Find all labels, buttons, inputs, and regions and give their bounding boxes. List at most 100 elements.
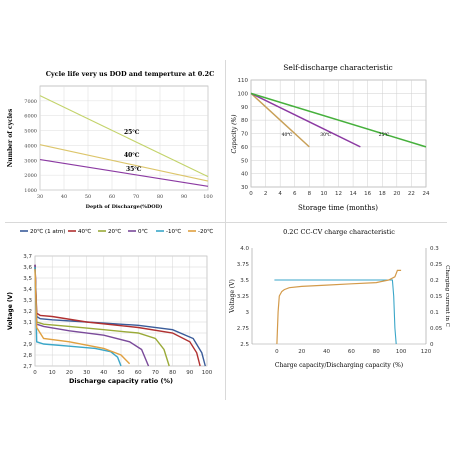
y-tick-label: 3 xyxy=(29,331,33,337)
x-axis-label: Charge capacity/Discharging capacity (%) xyxy=(275,362,403,369)
y-tick-label: 4000 xyxy=(24,143,37,149)
x-tick-label: 60 xyxy=(348,349,355,355)
y-tick-label: 3,1 xyxy=(23,320,32,326)
y-tick-label: 90 xyxy=(241,105,248,111)
y2-tick-label: 0 xyxy=(430,342,434,348)
y-axis-label: Number of cycles xyxy=(7,108,14,167)
y2-tick-label: 0.1 xyxy=(430,310,439,316)
x-tick-label: 8 xyxy=(308,191,312,197)
x-tick-label: 90 xyxy=(181,194,187,200)
plot-frame xyxy=(39,85,209,191)
y-tick-label: 110 xyxy=(238,78,249,84)
y-tick-label: 7000 xyxy=(24,99,37,105)
x-tick-label: 0 xyxy=(275,349,279,355)
series-label-40c: 40℃ xyxy=(282,132,293,138)
x-tick-label: 60 xyxy=(109,194,115,200)
y-tick-label: 3,7 xyxy=(23,254,32,260)
self-discharge-chart: Self-discharge characteristic 0 2 4 6 8 10 12 14… xyxy=(226,0,452,226)
legend-label-1: 40℃ xyxy=(78,228,91,235)
y-tick-label: 2,7 xyxy=(23,364,32,370)
series-line-current xyxy=(274,279,397,345)
legend-label-2: 20℃ xyxy=(108,228,121,235)
x-tick-label: 10 xyxy=(49,370,56,376)
cycle-life-plot: Cycle life very us DOD and temperture at… xyxy=(7,70,214,210)
series-line-2 xyxy=(34,266,170,367)
x-tick-label: 20 xyxy=(66,370,73,376)
y2-tick-label: 0.3 xyxy=(430,246,439,252)
chart-title: Self-discharge characteristic xyxy=(283,63,392,72)
y2-tick-label: 0.25 xyxy=(430,262,443,268)
x-tick-label: 24 xyxy=(423,191,430,197)
x-tick-label: 30 xyxy=(83,370,90,376)
charge-characteristic-plot: 0.2C CC-CV charge characteristic 0 20 40 60 8… xyxy=(229,228,450,369)
y-tick-label: 40 xyxy=(241,172,248,178)
y-tick-label: 4.0 xyxy=(240,246,249,252)
x-tick-label: 2 xyxy=(264,191,268,197)
x-tick-label: 100 xyxy=(203,194,213,200)
legend-label-4: -10℃ xyxy=(166,228,181,235)
y-tick-label: 1000 xyxy=(24,188,37,194)
x-tick-label: 22 xyxy=(408,191,415,197)
x-tick-label: 16 xyxy=(364,191,371,197)
x-tick-label: 70 xyxy=(152,370,159,376)
y-axis-label: Voltage (V) xyxy=(229,279,236,314)
x-tick-label: 40 xyxy=(100,370,107,376)
y-tick-label: 3,6 xyxy=(23,265,32,271)
series-line-2 xyxy=(39,158,209,187)
x-tick-label: 70 xyxy=(133,194,139,200)
x-axis-label: Discharge capacity ratio (%) xyxy=(69,377,173,385)
x-tick-label: 20 xyxy=(393,191,400,197)
y-tick-label: 3,4 xyxy=(23,287,32,293)
y-tick-label: 5000 xyxy=(24,129,37,135)
x-tick-label: 40 xyxy=(323,349,330,355)
y-tick-label: 30 xyxy=(241,185,248,191)
y-tick-label: 6000 xyxy=(24,114,37,120)
x-tick-label: 0 xyxy=(249,191,253,197)
discharge-voltage-chart: 0 10 20 30 40 50 60 70 80 90 100 2,7 2,8 2,9 3 3,1 3,2 3,… xyxy=(0,226,226,452)
x-tick-label: 20 xyxy=(298,349,305,355)
x-tick-label: 50 xyxy=(118,370,125,376)
y-tick-label: 70 xyxy=(241,132,248,138)
y-tick-label: 3,3 xyxy=(23,298,32,304)
x-tick-label: 80 xyxy=(373,349,380,355)
cycle-life-chart: Cycle life very us DOD and temperture at… xyxy=(0,0,226,226)
y2-tick-label: 0.05 xyxy=(430,326,443,332)
charge-characteristic-chart: 0.2C CC-CV charge characteristic 0 20 40 60 8… xyxy=(226,226,452,452)
y2-tick-label: 0.2 xyxy=(430,278,439,284)
y2-tick-label: 0.15 xyxy=(430,294,443,300)
series-line-5 xyxy=(34,269,131,365)
y-tick-label: 2.5 xyxy=(240,342,249,348)
y-tick-label: 3.75 xyxy=(237,262,250,268)
y-tick-label: 3,5 xyxy=(23,276,32,282)
series-line-0 xyxy=(250,92,310,148)
y2-axis-label: Charging current in C xyxy=(444,265,450,327)
chart-title: 0.2C CC-CV charge characteristic xyxy=(283,228,395,236)
series-label-30c: 30℃ xyxy=(320,132,331,138)
x-tick-label: 120 xyxy=(421,349,432,355)
x-tick-label: 6 xyxy=(293,191,297,197)
y-tick-label: 2,8 xyxy=(23,353,32,359)
x-axis-label: Storage time (months) xyxy=(298,204,378,212)
series-label-25c: 25℃ xyxy=(379,132,390,138)
series-line-0 xyxy=(34,264,206,367)
x-tick-label: 12 xyxy=(335,191,342,197)
y-tick-label: 2000 xyxy=(24,173,37,179)
horizontal-divider xyxy=(5,222,447,223)
x-tick-label: 10 xyxy=(320,191,327,197)
x-tick-label: 50 xyxy=(85,194,91,200)
y-axis-label: Voltage (V) xyxy=(7,292,14,330)
y-tick-label: 3,2 xyxy=(23,309,32,315)
x-axis-label: Depth of Discharge(%DOD) xyxy=(86,203,163,210)
series-line-voltage xyxy=(276,269,402,345)
x-tick-label: 0 xyxy=(33,370,37,376)
x-tick-label: 90 xyxy=(186,370,193,376)
discharge-voltage-plot: 0 10 20 30 40 50 60 70 80 90 100 2,7 2,8 2,9 3 3,1 3,2 3,… xyxy=(7,228,213,385)
x-tick-label: 18 xyxy=(379,191,386,197)
x-tick-label: 100 xyxy=(396,349,407,355)
vertical-divider xyxy=(225,60,226,400)
series-line-1 xyxy=(34,264,201,367)
y-tick-label: 2.75 xyxy=(237,326,250,332)
x-tick-label: 4 xyxy=(278,191,282,197)
x-tick-label: 30 xyxy=(37,194,43,200)
y-tick-label: 2,9 xyxy=(23,342,32,348)
